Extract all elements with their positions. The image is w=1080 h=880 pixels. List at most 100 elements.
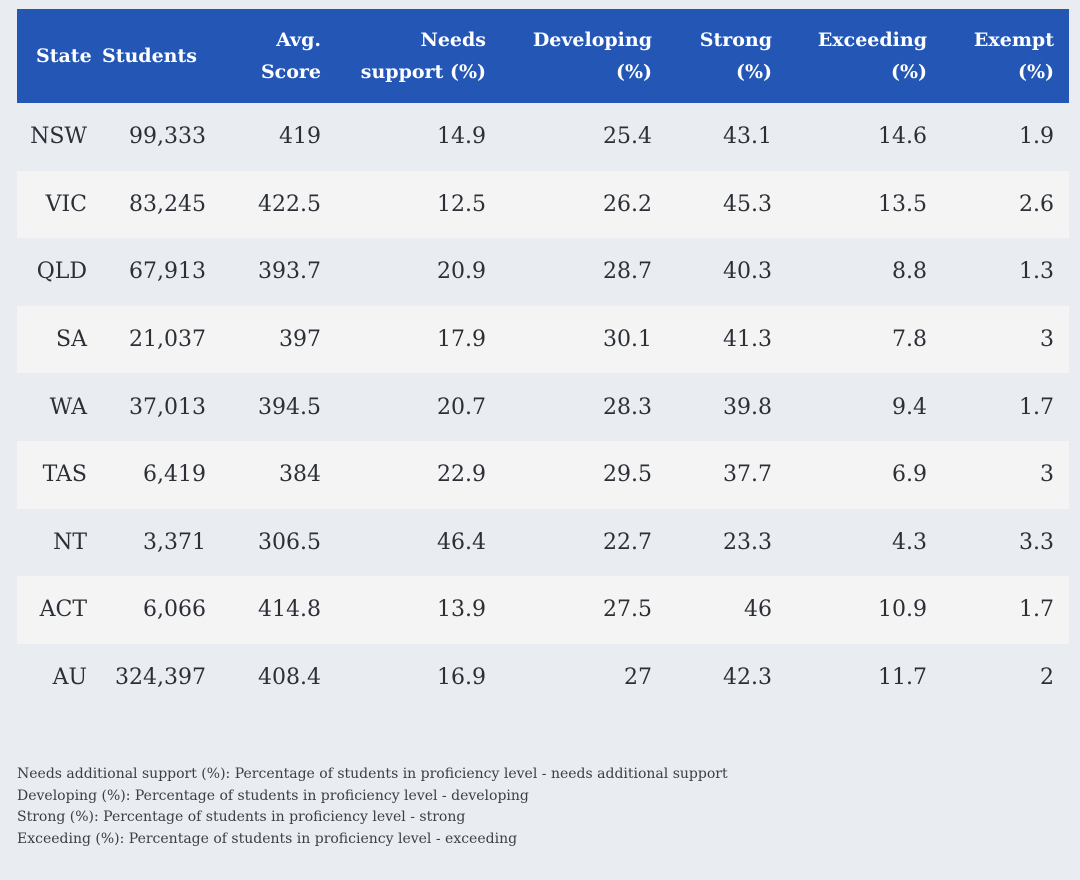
cell-exceeding: 6.9	[892, 462, 927, 488]
cell-state: AU	[52, 665, 87, 691]
cell-strong: 42.3	[723, 665, 772, 691]
cell-avg-score: 414.8	[258, 597, 321, 623]
cell-needs-support: 13.9	[437, 597, 486, 623]
header-line: State	[36, 45, 92, 67]
cell-exceeding: 9.4	[892, 394, 927, 420]
header-line: (%)	[735, 61, 772, 83]
cell-exceeding: 7.8	[892, 327, 927, 353]
cell-needs-support: 46.4	[437, 529, 486, 555]
header-row: State Students Avg. Score Needs support …	[17, 9, 1069, 103]
cell-developing: 30.1	[603, 327, 652, 353]
cell-developing: 22.7	[603, 529, 652, 555]
table-row: QLD 67,913 393.7 20.9 28.7 40.3 8.8 1.3	[17, 238, 1069, 306]
cell-avg-score: 394.5	[258, 394, 321, 420]
cell-needs-support: 20.9	[437, 259, 486, 285]
cell-strong: 37.7	[723, 462, 772, 488]
table-row: VIC 83,245 422.5 12.5 26.2 45.3 13.5 2.6	[17, 170, 1069, 239]
cell-exempt: 2.6	[1019, 191, 1054, 217]
table-row: ACT 6,066 414.8 13.9 27.5 46 10.9 1.7	[17, 576, 1069, 644]
column-header-strong[interactable]: Strong (%)	[667, 9, 787, 103]
header-line: Avg.	[276, 29, 321, 51]
cell-avg-score: 419	[279, 124, 321, 150]
table-body: NSW 99,333 419 14.9 25.4 43.1 14.6 1.9 V…	[17, 103, 1069, 712]
cell-exempt: 3	[1040, 327, 1054, 353]
cell-state: NSW	[30, 124, 87, 150]
cell-state: SA	[56, 327, 87, 353]
cell-needs-support: 17.9	[437, 327, 486, 353]
cell-state: ACT	[39, 597, 87, 623]
column-header-developing[interactable]: Developing (%)	[501, 9, 667, 103]
cell-needs-support: 14.9	[437, 124, 486, 150]
cell-developing: 29.5	[603, 462, 652, 488]
footnote-needs-support: Needs additional support (%): Percentage…	[17, 766, 728, 782]
cell-exempt: 3.3	[1019, 529, 1054, 555]
cell-state: NT	[53, 529, 87, 555]
table-row: TAS 6,419 384 22.9 29.5 37.7 6.9 3	[17, 440, 1069, 509]
cell-exempt: 1.7	[1019, 597, 1054, 623]
cell-exceeding: 10.9	[878, 597, 927, 623]
cell-exempt: 1.9	[1019, 124, 1054, 150]
cell-developing: 25.4	[603, 124, 652, 150]
cell-strong: 41.3	[723, 327, 772, 353]
cell-state: VIC	[45, 191, 87, 217]
cell-students: 83,245	[129, 191, 206, 217]
cell-exempt: 1.7	[1019, 394, 1054, 420]
cell-students: 21,037	[129, 327, 206, 353]
cell-developing: 26.2	[603, 191, 652, 217]
header-line: Exceeding	[817, 29, 927, 51]
cell-state: WA	[49, 394, 87, 420]
cell-students: 99,333	[129, 124, 206, 150]
cell-exceeding: 14.6	[878, 124, 927, 150]
footnotes: Needs additional support (%): Percentage…	[17, 764, 728, 851]
cell-developing: 28.7	[603, 259, 652, 285]
cell-students: 6,419	[143, 462, 206, 488]
column-header-exempt[interactable]: Exempt (%)	[942, 9, 1069, 103]
cell-strong: 23.3	[723, 529, 772, 555]
footnote-exceeding: Exceeding (%): Percentage of students in…	[17, 831, 518, 848]
cell-needs-support: 22.9	[437, 462, 486, 488]
cell-students: 6,066	[143, 597, 206, 623]
cell-avg-score: 384	[279, 462, 321, 488]
table-row: NSW 99,333 419 14.9 25.4 43.1 14.6 1.9	[17, 103, 1069, 171]
cell-exceeding: 13.5	[878, 191, 927, 217]
table-row: WA 37,013 394.5 20.7 28.3 39.8 9.4 1.7	[17, 373, 1069, 441]
cell-developing: 27	[624, 665, 652, 691]
cell-exceeding: 8.8	[892, 259, 927, 285]
header-line: Strong	[699, 29, 772, 51]
column-header-avg-score[interactable]: Avg. Score	[221, 9, 336, 103]
header-line: Needs	[420, 29, 486, 51]
cell-exempt: 3	[1040, 462, 1054, 488]
cell-strong: 39.8	[723, 394, 772, 420]
column-header-exceeding[interactable]: Exceeding (%)	[787, 9, 942, 103]
cell-students: 3,371	[143, 529, 206, 555]
cell-students: 37,013	[129, 394, 206, 420]
cell-needs-support: 20.7	[437, 394, 486, 420]
table-row: SA 21,037 397 17.9 30.1 41.3 7.8 3	[17, 305, 1069, 374]
cell-strong: 43.1	[723, 124, 772, 150]
data-table-container: State Students Avg. Score Needs support …	[17, 9, 1069, 712]
header-line: Score	[260, 61, 321, 83]
cell-developing: 27.5	[603, 597, 652, 623]
cell-exceeding: 4.3	[892, 529, 927, 555]
cell-students: 67,913	[129, 259, 206, 285]
cell-exempt: 2	[1040, 665, 1054, 691]
table-header: State Students Avg. Score Needs support …	[17, 9, 1069, 103]
header-line: Exempt	[973, 29, 1054, 51]
cell-students: 324,397	[115, 665, 206, 691]
column-header-students[interactable]: Students	[102, 9, 221, 103]
cell-avg-score: 306.5	[258, 529, 321, 555]
cell-exceeding: 11.7	[878, 665, 927, 691]
footnote-developing: Developing (%): Percentage of students i…	[17, 787, 529, 804]
cell-avg-score: 408.4	[258, 665, 321, 691]
table-row: NT 3,371 306.5 46.4 22.7 23.3 4.3 3.3	[17, 508, 1069, 577]
column-header-state[interactable]: State	[17, 9, 102, 103]
header-line: Developing	[532, 29, 652, 51]
proficiency-table: State Students Avg. Score Needs support …	[17, 9, 1069, 712]
cell-needs-support: 12.5	[437, 191, 486, 217]
column-header-needs-support[interactable]: Needs support (%)	[336, 9, 501, 103]
cell-strong: 46	[744, 597, 772, 623]
header-line: (%)	[1017, 61, 1054, 83]
footnote-strong: Strong (%): Percentage of students in pr…	[17, 809, 466, 826]
cell-strong: 40.3	[723, 259, 772, 285]
cell-strong: 45.3	[723, 191, 772, 217]
